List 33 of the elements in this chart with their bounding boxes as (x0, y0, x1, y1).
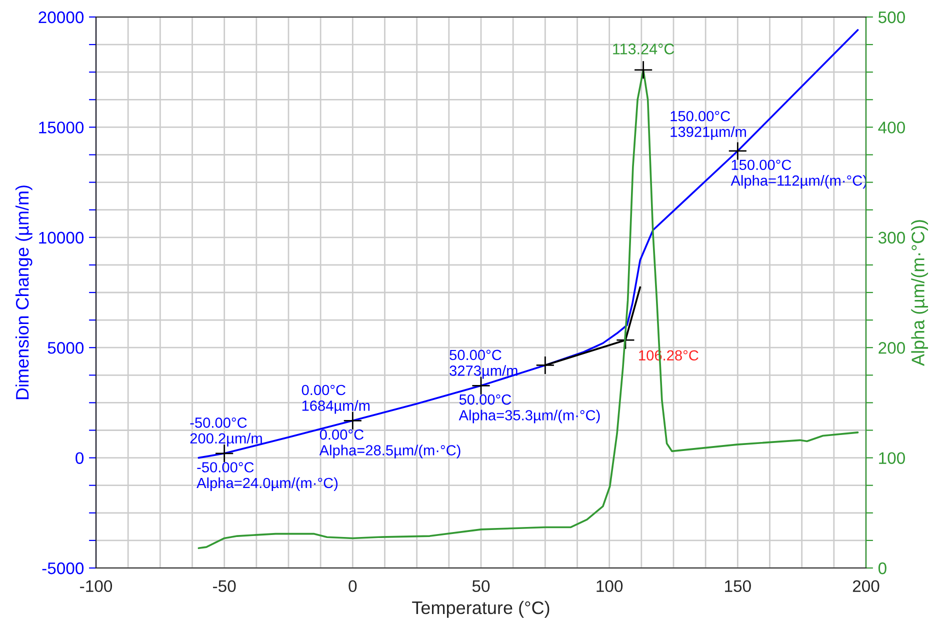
annotation: 50.00°C 3273µm/m (450, 350, 518, 379)
annotation: 50.00°C Alpha=35.3µm/(m·°C) (458, 394, 600, 424)
annotation: -50.00°C 200.2µm/m (190, 418, 262, 446)
annotation: 0.00°C Alpha=28.5µm/(m·°C) (319, 429, 460, 458)
annotation: -50.00°C Alpha=24.0µm/(m·°C) (196, 462, 338, 492)
x-tick-label: 150 (725, 580, 751, 592)
x-tick-label: 100 (596, 580, 623, 592)
y2-tick-label: 300 (878, 232, 905, 244)
y2-tick-label: 400 (878, 122, 905, 134)
y-tick-label: 5000 (48, 342, 84, 354)
annotation: 150.00°C 13921µm/m (670, 110, 746, 140)
annotation: 0.00°C 1684µm/m (302, 384, 370, 414)
y2-tick-label: 200 (878, 342, 905, 354)
y2-tick-label: 500 (878, 11, 905, 24)
y-tick-label: 15000 (39, 122, 84, 134)
y-tick-label: 10000 (39, 232, 84, 244)
x-tick-label: 0 (348, 580, 357, 592)
y2-axis-title: Alpha (µm/(m·°C)) (911, 220, 928, 366)
y2-tick-label: 0 (878, 562, 886, 574)
x-tick-label: -100 (80, 580, 112, 592)
x-tick-label: 200 (852, 580, 880, 592)
y-tick-label: 20000 (38, 11, 84, 24)
annotation: 150.00°C Alpha=112µm/(m·°C) (730, 160, 867, 189)
point (728, 142, 748, 160)
y2-tick-label: 100 (879, 452, 905, 464)
x-axis-title: Temperature (°C) (412, 600, 550, 618)
x-tick-label: -50 (213, 580, 236, 592)
x-tick-label: 50 (472, 580, 490, 592)
y-tick-label: -5000 (42, 562, 84, 574)
y-axis-title: Dimension Change (µm/m) (15, 186, 32, 400)
point (536, 356, 555, 375)
annotation: 113.24°C (613, 44, 674, 54)
y-tick-label: 0 (76, 452, 84, 464)
